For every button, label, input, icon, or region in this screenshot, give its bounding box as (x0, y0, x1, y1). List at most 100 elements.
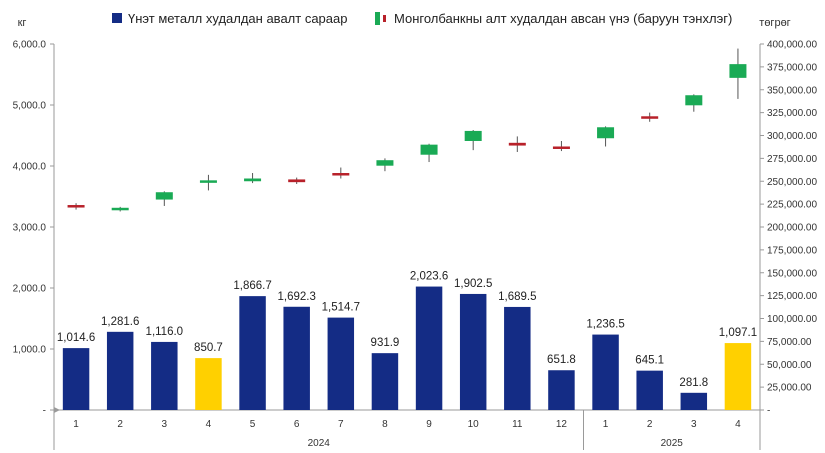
candle (641, 112, 659, 122)
month-label: 2 (647, 419, 653, 430)
left-tick-label: 2,000.0 (13, 284, 47, 295)
month-label: 7 (338, 419, 344, 430)
bar-value-label: 1,097.1 (719, 327, 757, 339)
left-tick-label: 3,000.0 (13, 223, 47, 234)
bar (548, 370, 575, 410)
bar (151, 341, 178, 410)
candle-body (420, 144, 438, 155)
candle-body (332, 173, 350, 176)
candle (199, 174, 217, 191)
candle-body (552, 146, 570, 149)
bar-value-label: 1,866.7 (233, 280, 271, 292)
month-label: 3 (691, 419, 697, 430)
candle (597, 126, 615, 147)
bar-value-label: 2,023.6 (410, 271, 448, 283)
bar (680, 392, 708, 410)
left-axis-unit: кг (18, 17, 27, 29)
candle (67, 203, 85, 210)
candle (155, 191, 173, 206)
bar (283, 306, 310, 410)
month-label: 1 (603, 419, 609, 430)
candle (376, 158, 394, 172)
bar-value-label: 281.8 (679, 377, 708, 389)
candle (508, 136, 526, 152)
candle-body (111, 207, 129, 211)
bar-value-label: 850.7 (194, 342, 223, 354)
right-tick-label: 25,000.00 (767, 383, 812, 394)
right-tick-label: 75,000.00 (767, 337, 812, 348)
bar-value-label: 1,514.7 (322, 302, 360, 314)
month-label: 5 (250, 419, 256, 430)
bar-value-label: 1,902.5 (454, 278, 492, 290)
axis-origin-marker (54, 407, 60, 413)
left-tick-label: 1,000.0 (13, 345, 47, 356)
bar (592, 334, 619, 410)
month-label: 4 (735, 419, 741, 430)
candle (111, 206, 129, 212)
bar (724, 343, 752, 410)
bar-data-labels: 1,014.6 1,281.6 1,116.0 850.7 1,866.7 1,692.3… (57, 271, 757, 389)
right-tick-label: 200,000.00 (767, 223, 817, 234)
month-label: 4 (206, 419, 212, 430)
month-label: 3 (162, 419, 168, 430)
left-tick-label: 6,000.0 (13, 40, 47, 51)
right-tick-label: 100,000.00 (767, 314, 817, 325)
year-label: 2025 (661, 438, 684, 449)
right-tick-label: 400,000.00 (767, 40, 817, 51)
month-label: 10 (468, 419, 480, 430)
bar (195, 358, 222, 410)
legend-candle-swatch (375, 12, 386, 25)
candle-body (685, 95, 703, 106)
bar-value-label: 931.9 (371, 337, 400, 349)
right-tick-label: - (767, 406, 770, 417)
candle-body (376, 160, 394, 166)
candle (464, 130, 482, 151)
right-tick-label: 250,000.00 (767, 177, 817, 188)
candle (420, 143, 438, 163)
month-label: 12 (556, 419, 568, 430)
left-axis-ticks: - 1,000.0 2,000.0 3,000.0 4,000.0 5,000.0 6,00… (13, 40, 54, 417)
legend: Үнэт металл худалдан авалт сараар Монгол… (112, 11, 732, 26)
candle-body (729, 64, 747, 78)
left-tick-label: 5,000.0 (13, 101, 47, 112)
month-label: 1 (73, 419, 79, 430)
right-tick-label: 125,000.00 (767, 291, 817, 302)
bar-value-label: 1,014.6 (57, 332, 95, 344)
month-label: 6 (294, 419, 300, 430)
bar-value-label: 1,692.3 (278, 291, 316, 303)
bar (371, 353, 399, 410)
bar (636, 370, 663, 410)
right-tick-label: 50,000.00 (767, 360, 812, 371)
bar-value-label: 645.1 (635, 355, 664, 367)
bar (106, 331, 134, 410)
candle (288, 177, 306, 184)
candle-body (288, 179, 306, 183)
bar (504, 306, 531, 410)
month-label: 9 (426, 419, 432, 430)
bar (239, 296, 266, 410)
month-label: 11 (512, 419, 523, 430)
bar (415, 286, 443, 410)
candle-body (244, 178, 262, 182)
candle-body (597, 127, 615, 139)
right-tick-label: 325,000.00 (767, 108, 817, 119)
candle-body (199, 180, 217, 183)
month-label: 2 (117, 419, 123, 430)
right-tick-label: 150,000.00 (767, 268, 817, 279)
candle-body (641, 116, 659, 119)
bar-value-label: 1,281.6 (101, 316, 139, 328)
candle-body (464, 130, 482, 141)
right-axis-ticks: - 25,000.00 50,000.00 75,000.00 100,000.00 12… (760, 40, 817, 417)
right-tick-label: 350,000.00 (767, 85, 817, 96)
legend-bar-swatch (112, 13, 122, 23)
candle (729, 48, 747, 99)
candle (552, 140, 570, 152)
legend-bar-label: Үнэт металл худалдан авалт сараар (128, 11, 347, 26)
candle-body (155, 192, 173, 200)
left-tick-label: - (43, 406, 46, 417)
bar-series (62, 286, 752, 410)
bar-value-label: 1,689.5 (498, 291, 536, 303)
candle-body (67, 205, 85, 208)
